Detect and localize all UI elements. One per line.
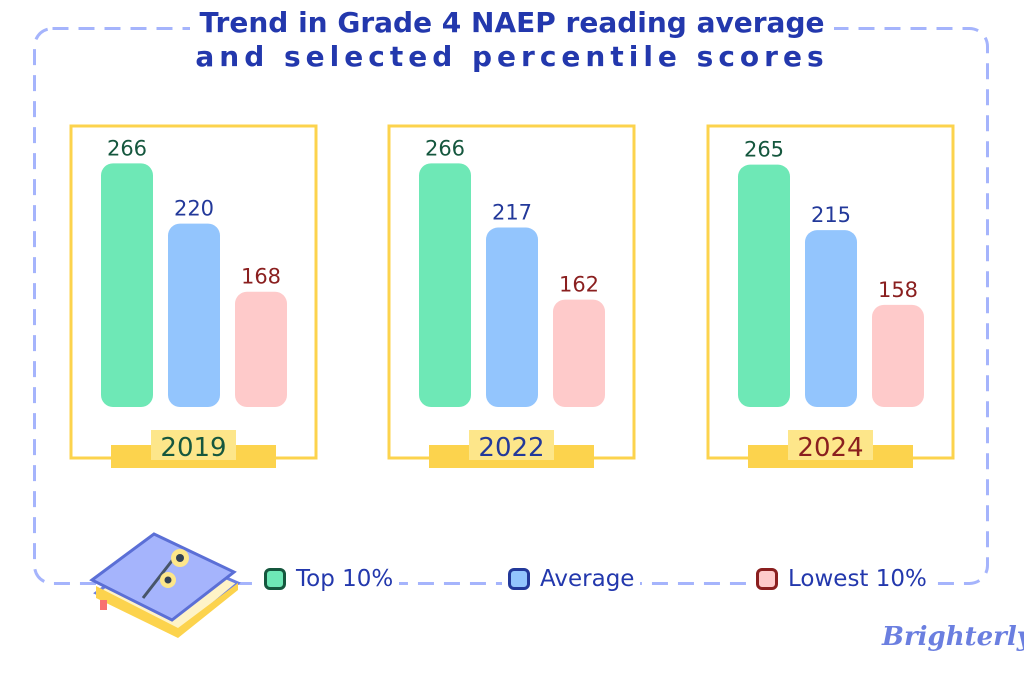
bar-value-label: 168 <box>241 265 281 289</box>
legend-label: Lowest 10% <box>788 566 927 592</box>
year-label: 2022 <box>478 433 544 463</box>
bar-value-label: 220 <box>174 197 214 221</box>
bar <box>235 291 287 407</box>
bar-value-label: 215 <box>811 203 851 227</box>
bar <box>553 299 605 407</box>
legend-swatch <box>508 568 530 590</box>
legend-label: Average <box>540 566 635 592</box>
title-line-2: and selected percentile scores <box>185 40 839 74</box>
bar-value-label: 266 <box>425 136 465 160</box>
book-icon <box>89 532 241 638</box>
legend-label: Top 10% <box>296 566 394 592</box>
bar-value-label: 158 <box>878 278 918 302</box>
bar-value-label: 265 <box>744 138 784 162</box>
bar <box>419 163 471 407</box>
year-label: 2019 <box>160 433 226 463</box>
legend-item-top-10: Top 10% <box>258 566 400 592</box>
bar-value-label: 162 <box>559 273 599 297</box>
bar <box>101 163 153 407</box>
brand-logo: Brighterly <box>882 622 1024 652</box>
bar-value-label: 217 <box>492 201 532 225</box>
bar <box>486 227 538 407</box>
bar <box>872 304 924 407</box>
bar <box>738 164 790 407</box>
legend-swatch <box>756 568 778 590</box>
legend-swatch <box>264 568 286 590</box>
bar <box>805 230 857 407</box>
year-ribbon-center <box>469 430 554 460</box>
year-ribbon-center <box>151 430 236 460</box>
chart-title: Trend in Grade 4 NAEP reading average an… <box>0 6 1024 74</box>
legend-item-average: Average <box>502 566 641 592</box>
bar <box>168 223 220 407</box>
title-line-1: Trend in Grade 4 NAEP reading average <box>189 6 835 40</box>
legend-item-lowest-10: Lowest 10% <box>750 566 933 592</box>
year-ribbon-center <box>788 430 873 460</box>
bar-value-label: 266 <box>107 136 147 160</box>
year-label: 2024 <box>797 433 863 463</box>
